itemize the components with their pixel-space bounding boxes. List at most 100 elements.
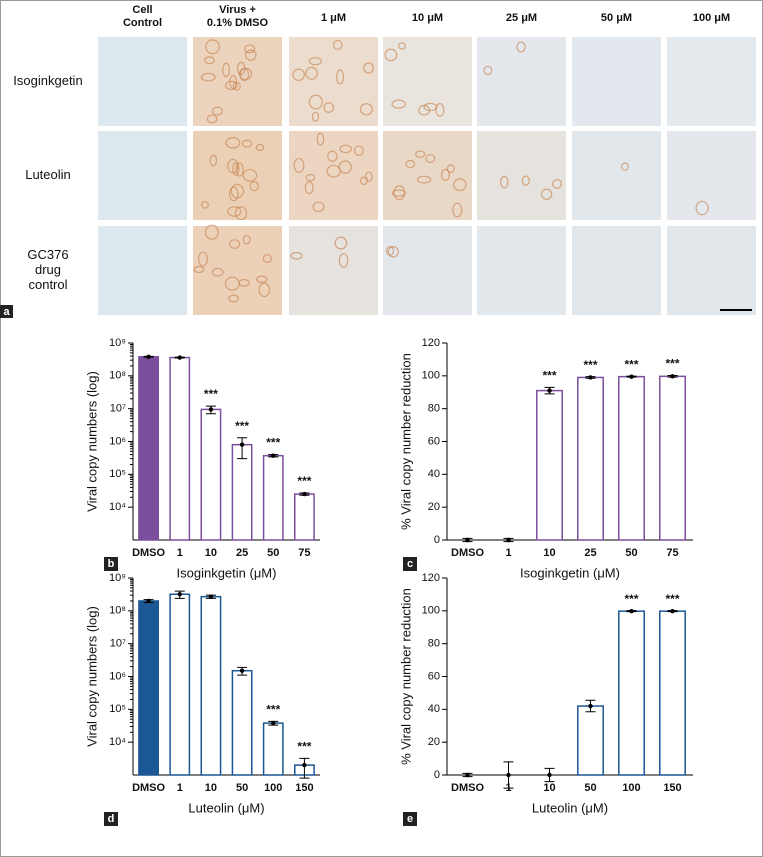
stained-cell [423,102,438,112]
y-tick-label: 120 [422,337,440,349]
stained-cell [293,157,305,173]
stained-cell [540,188,553,200]
y-axis-title: % Viral copy number reduction [398,353,413,530]
y-axis-title: Viral copy numbers (log) [84,606,99,747]
x-tick-label: 50 [267,547,279,559]
stained-cell [516,41,526,53]
mean-dot [208,407,214,412]
bar [577,705,604,776]
stained-cell [446,164,455,174]
panel-label-box [104,812,118,826]
y-tick-label: 10⁹ [109,337,126,349]
micrograph [289,37,378,126]
stained-cell [338,253,349,268]
mean-dot [177,355,182,360]
stained-cell [452,202,463,218]
mean-dot [177,592,182,597]
micrograph [667,131,756,220]
significance-label: *** [266,436,280,450]
stained-cell [241,139,253,148]
x-tick-label: DMSO [132,782,165,794]
stained-cell [521,175,530,186]
y-tick-label: 10⁹ [109,572,126,584]
bar [138,600,159,776]
mean-dot [271,453,276,458]
stained-cell [255,275,268,284]
mean-dot [629,374,634,379]
x-tick-label: DMSO [132,547,165,559]
stained-cell [206,114,218,124]
row-header: Isoginkgetin [13,73,82,88]
bar [169,593,191,776]
stained-cell [255,143,265,152]
stained-cell [244,49,257,61]
stained-cell [353,145,364,157]
panel-label: c [407,558,413,570]
stained-cell [312,201,325,213]
stained-cell [336,69,345,85]
micrograph [477,226,566,315]
x-tick-label: 10 [205,547,217,559]
bar [659,610,686,776]
row-header: Luteolin [25,167,71,182]
bar [262,454,284,541]
stained-cell [384,48,398,62]
micrograph [383,226,472,315]
row-header: GC376 [27,247,68,262]
y-tick-label: 10⁸ [109,370,126,382]
stained-cell [230,183,245,199]
column-header: 1 μM [321,12,346,24]
stained-cell [453,178,467,192]
micrograph [572,226,661,315]
y-tick-label: 10⁷ [110,403,126,415]
significance-label: *** [297,740,311,754]
mean-dot [670,608,675,614]
bar [200,595,222,776]
x-tick-label: 1 [177,782,183,794]
micrograph [667,37,756,126]
row-header: drug [35,262,61,277]
significance-label: *** [624,357,638,371]
stained-cell [339,144,353,154]
y-tick-label: 10⁷ [110,638,126,650]
mean-dot [588,703,593,709]
micrograph [193,226,282,315]
stained-cell [292,68,305,81]
x-tick-label: DMSO [451,782,484,794]
x-tick-label: 75 [666,547,678,559]
panel-label: e [407,813,413,825]
stained-cell [425,153,436,164]
column-header: 100 μM [693,12,730,24]
column-header: Control [123,17,162,29]
stained-cell [211,267,224,277]
x-tick-label: 150 [663,782,681,794]
stained-cell [211,106,223,116]
x-axis-title: Luteolin (μM) [532,800,608,815]
bar [659,375,686,541]
significance-label: *** [665,357,679,371]
bar [618,610,645,776]
mean-dot [302,762,307,768]
panel-label-box [403,557,417,571]
stained-cell [201,200,209,209]
x-tick-label: 25 [236,547,248,559]
y-tick-label: 120 [422,572,440,584]
x-axis-title: Isoginkgetin (μM) [520,565,620,580]
panel-label: d [108,813,115,825]
stained-cell [238,67,253,81]
micrograph [98,37,187,126]
micrograph [667,226,756,315]
mean-dot [239,668,245,673]
x-tick-label: 1 [177,547,183,559]
stained-cell [228,186,239,202]
y-tick-label: 10⁵ [109,468,126,480]
micrograph [289,131,378,220]
stained-cell [204,56,215,65]
stained-cell [222,62,230,78]
stained-cell [440,168,450,182]
micrograph [477,37,566,126]
x-tick-label: 50 [584,782,596,794]
bar [231,669,253,776]
significance-label: *** [266,703,280,717]
micrograph [98,131,187,220]
